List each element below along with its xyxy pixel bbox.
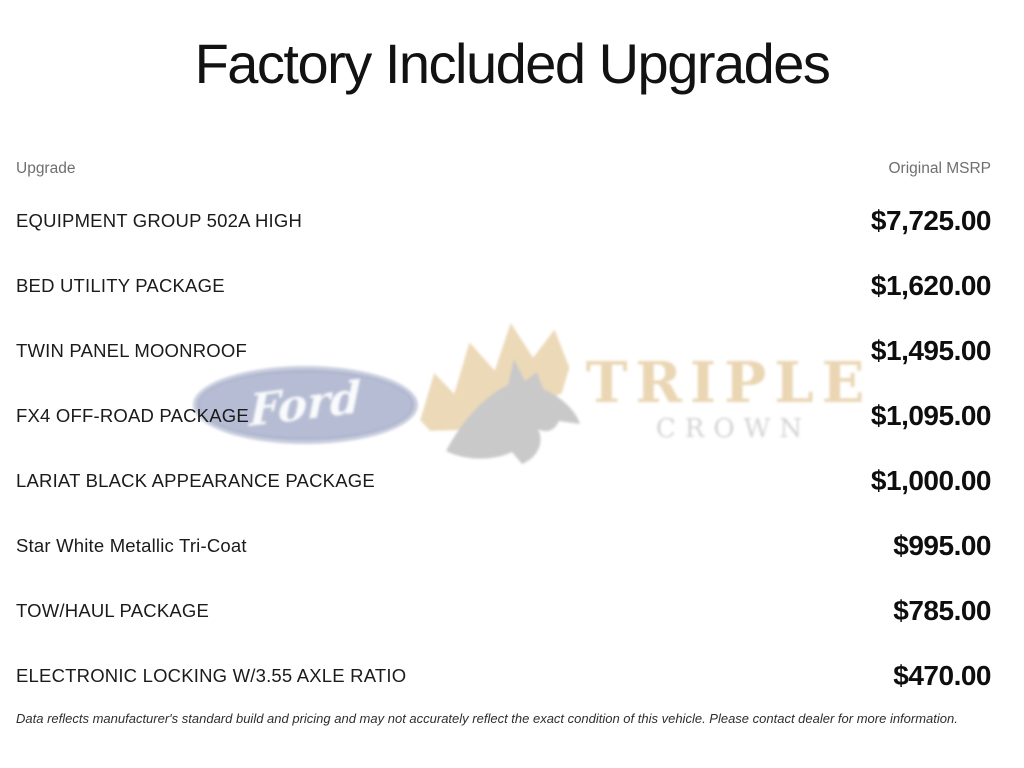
- disclaimer-text: Data reflects manufacturer's standard bu…: [16, 711, 958, 726]
- upgrade-msrp: $785.00: [893, 594, 991, 626]
- table-row: FX4 OFF-ROAD PACKAGE $1,095.00: [16, 383, 992, 448]
- table-row: ELECTRONIC LOCKING W/3.55 AXLE RATIO $47…: [16, 643, 991, 708]
- upgrades-table: Upgrade Original MSRP EQUIPMENT GROUP 50…: [16, 150, 992, 708]
- table-row: EQUIPMENT GROUP 502A HIGH $7,725.00: [16, 188, 992, 253]
- table-row: Star White Metallic Tri-Coat $995.00: [16, 513, 991, 578]
- column-header-msrp: Original MSRP: [888, 160, 992, 177]
- table-row: TWIN PANEL MOONROOF $1,495.00: [16, 318, 992, 383]
- upgrade-msrp: $1,620.00: [870, 269, 992, 301]
- upgrade-name: FX4 OFF-ROAD PACKAGE: [16, 404, 249, 426]
- upgrade-name: Star White Metallic Tri-Coat: [16, 534, 247, 556]
- upgrade-msrp: $1,000.00: [870, 464, 992, 496]
- table-row: BED UTILITY PACKAGE $1,620.00: [16, 253, 992, 318]
- upgrade-msrp: $7,725.00: [870, 204, 992, 236]
- column-header-upgrade: Upgrade: [16, 160, 76, 177]
- upgrade-name: EQUIPMENT GROUP 502A HIGH: [16, 209, 303, 231]
- upgrade-name: ELECTRONIC LOCKING W/3.55 AXLE RATIO: [16, 664, 407, 686]
- table-row: LARIAT BLACK APPEARANCE PACKAGE $1,000.0…: [16, 448, 992, 513]
- page-title: Factory Included Upgrades: [194, 32, 831, 95]
- upgrade-msrp: $995.00: [893, 529, 991, 561]
- table-header-row: Upgrade Original MSRP: [16, 150, 991, 188]
- upgrade-msrp: $470.00: [893, 659, 991, 691]
- upgrade-name: LARIAT BLACK APPEARANCE PACKAGE: [16, 469, 375, 491]
- table-row: TOW/HAUL PACKAGE $785.00: [16, 578, 991, 643]
- upgrade-name: TOW/HAUL PACKAGE: [16, 599, 210, 621]
- upgrade-name: TWIN PANEL MOONROOF: [16, 339, 247, 361]
- upgrade-name: BED UTILITY PACKAGE: [16, 274, 225, 296]
- upgrade-msrp: $1,495.00: [870, 334, 992, 366]
- upgrade-msrp: $1,095.00: [870, 399, 992, 431]
